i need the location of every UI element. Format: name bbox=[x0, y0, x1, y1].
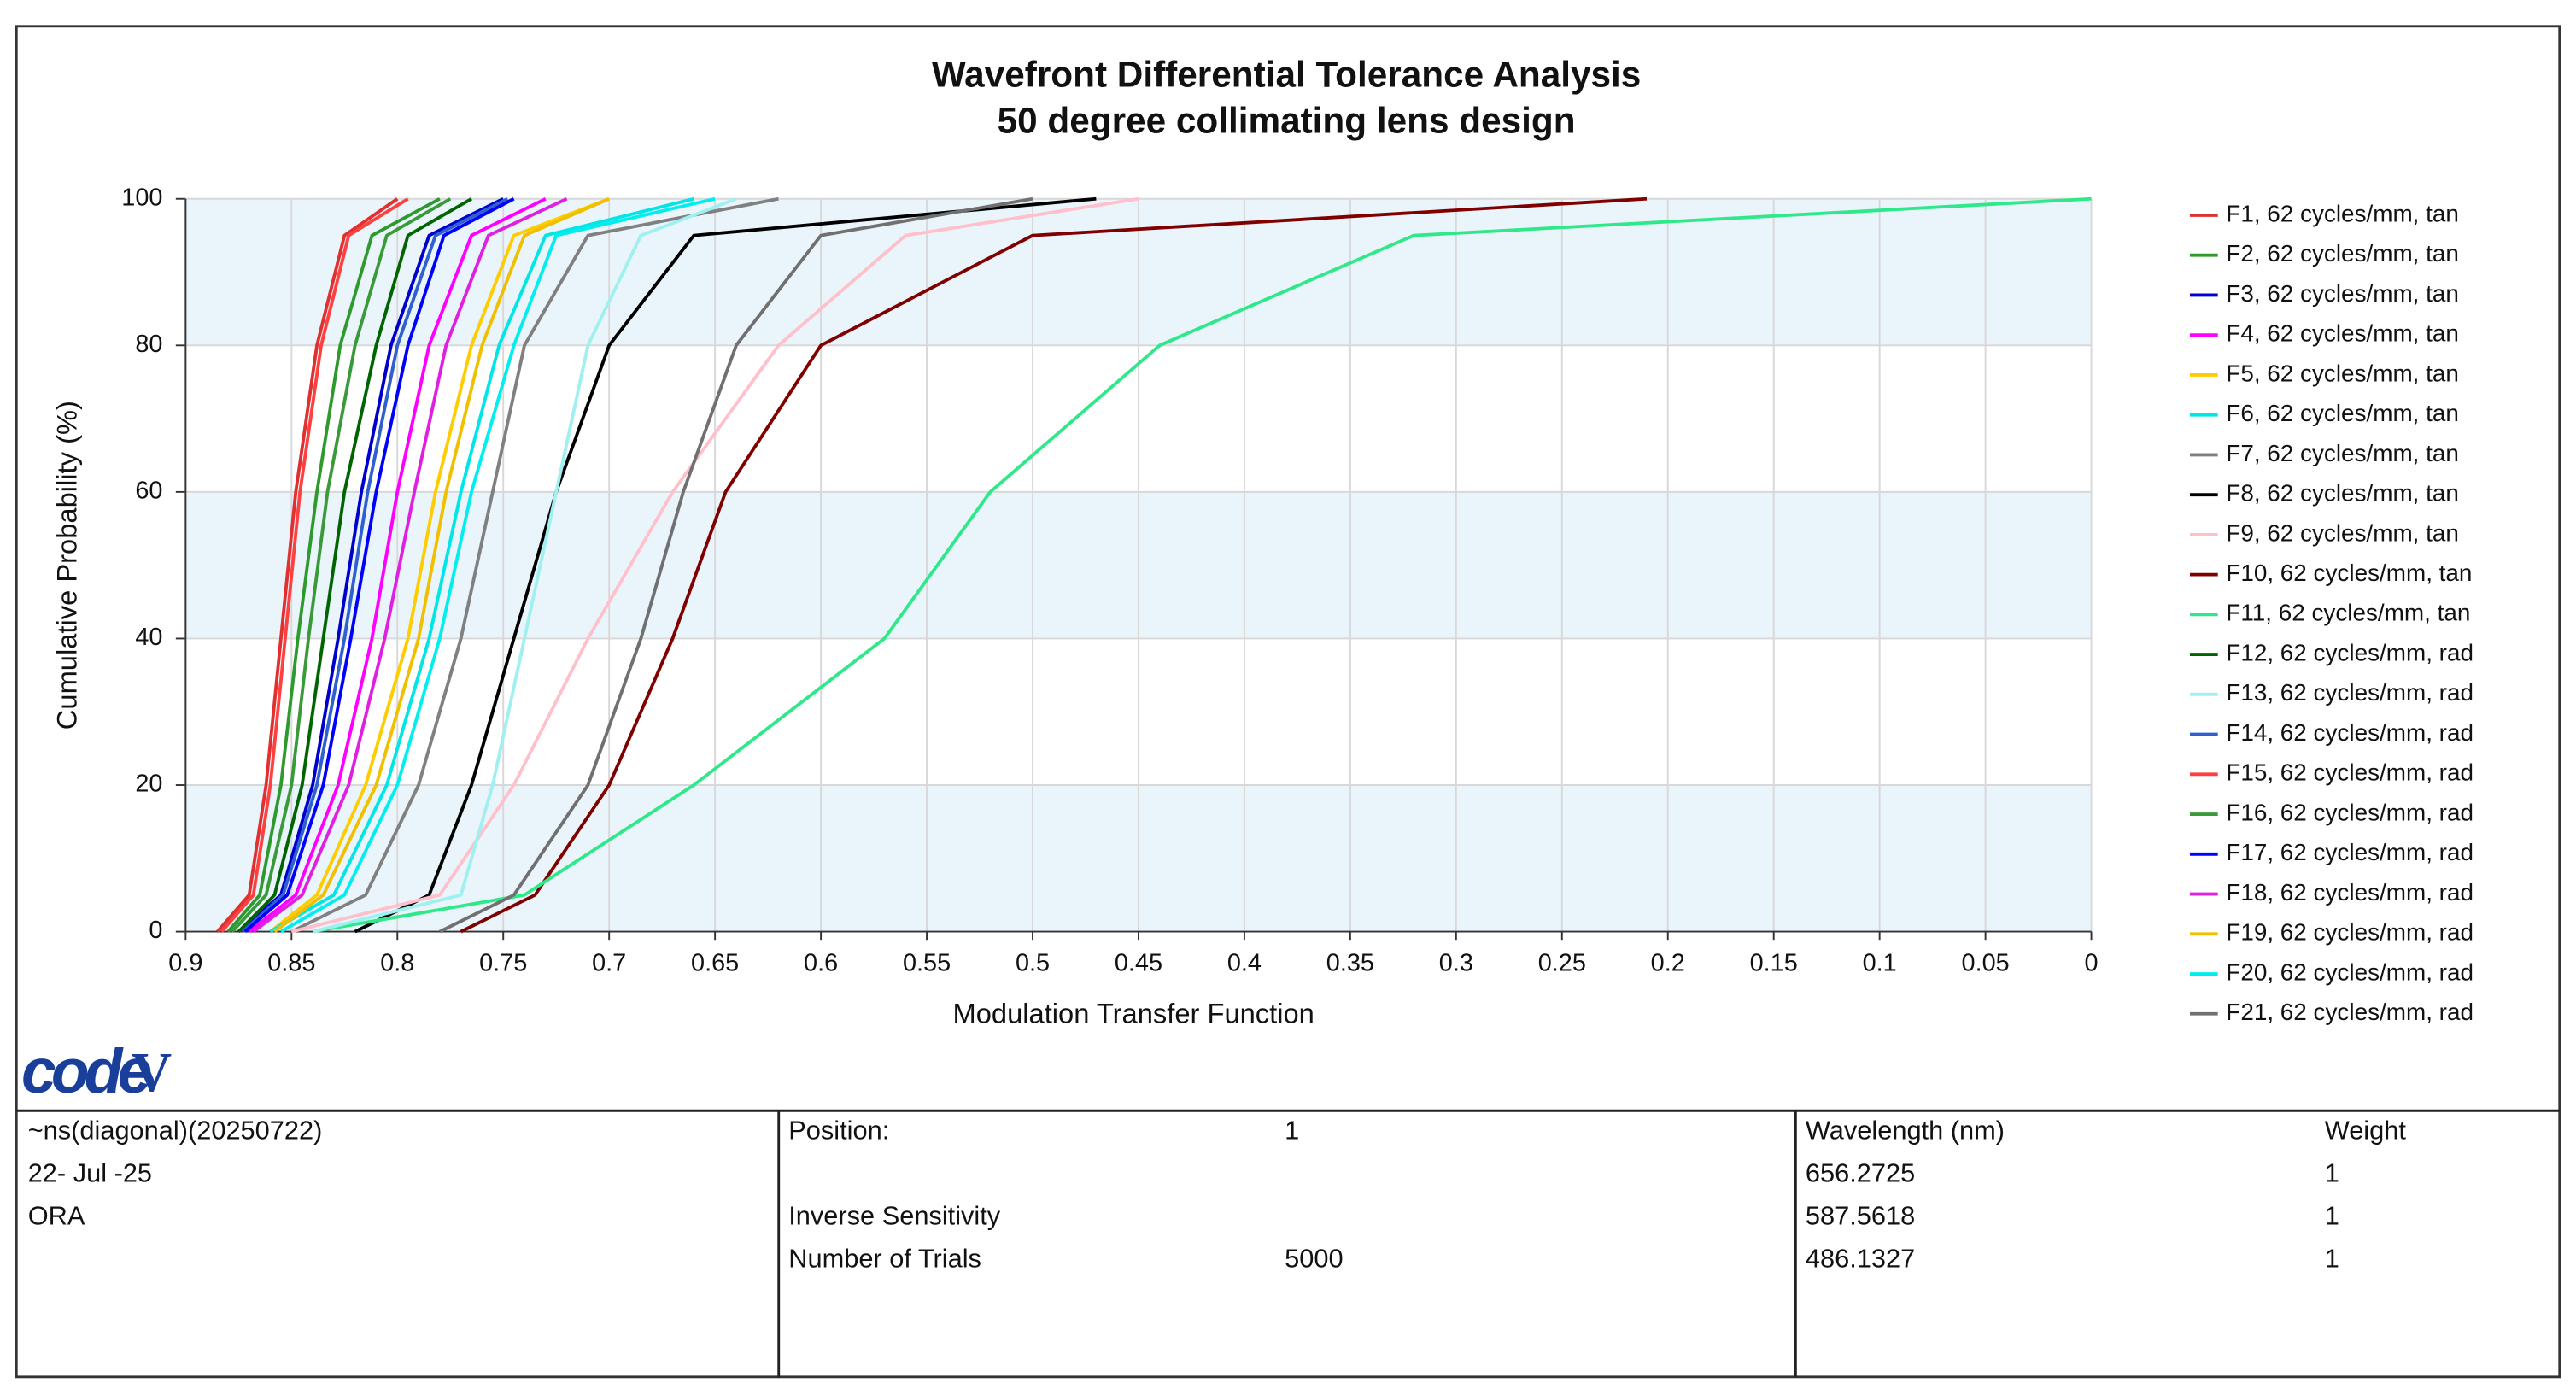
series-line bbox=[252, 196, 568, 934]
x-tick-label: 0.7 bbox=[592, 950, 626, 977]
series-line bbox=[312, 196, 2092, 934]
footer-table bbox=[16, 1109, 2560, 1377]
footer-text: Number of Trials bbox=[788, 1243, 981, 1273]
legend-label: F7, 62 cycles/mm, tan bbox=[2226, 440, 2459, 466]
x-tick-label: 0.65 bbox=[691, 950, 739, 977]
legend-label: F19, 62 cycles/mm, rad bbox=[2226, 919, 2474, 946]
logo: code V bbox=[21, 1037, 172, 1106]
series-line bbox=[269, 196, 694, 934]
legend-label: F21, 62 cycles/mm, rad bbox=[2226, 999, 2474, 1025]
series-line bbox=[237, 197, 505, 934]
y-tick-label: 100 bbox=[121, 184, 162, 211]
series-line bbox=[241, 197, 509, 934]
legend: F1, 62 cycles/mm, tan F2, 62 cycles/mm, t… bbox=[2189, 200, 2474, 1025]
legend-label: F15, 62 cycles/mm, rad bbox=[2226, 759, 2474, 786]
series-line bbox=[273, 196, 610, 934]
legend-label: F14, 62 cycles/mm, rad bbox=[2226, 719, 2474, 746]
legend-label: F6, 62 cycles/mm, tan bbox=[2226, 400, 2459, 426]
series-line bbox=[354, 196, 1097, 934]
footer-text: Inverse Sensitivity bbox=[788, 1200, 1001, 1230]
x-tick-label: 0.3 bbox=[1439, 950, 1473, 977]
series-line bbox=[290, 196, 1139, 934]
y-tick-label: 0 bbox=[149, 917, 162, 944]
series-line bbox=[460, 196, 1648, 934]
series-line bbox=[312, 196, 737, 934]
footer-text: 1 bbox=[2325, 1243, 2339, 1273]
legend-label: F12, 62 cycles/mm, rad bbox=[2226, 639, 2474, 665]
series-line bbox=[216, 197, 399, 933]
footer-text: 5000 bbox=[1285, 1243, 1343, 1273]
x-tick-label: 0.8 bbox=[380, 950, 414, 977]
y-tick-label: 80 bbox=[135, 331, 162, 358]
legend-label: F16, 62 cycles/mm, rad bbox=[2226, 799, 2474, 825]
legend-label: F10, 62 cycles/mm, tan bbox=[2226, 560, 2472, 586]
x-tick-label: 0.45 bbox=[1115, 950, 1162, 977]
y-tick-label: 60 bbox=[135, 478, 162, 505]
legend-label: F5, 62 cycles/mm, tan bbox=[2226, 360, 2459, 386]
footer-text: 1 bbox=[2325, 1200, 2339, 1230]
footer-text: 22- Jul -25 bbox=[28, 1158, 152, 1187]
legend-label: F3, 62 cycles/mm, tan bbox=[2226, 280, 2459, 307]
series-line bbox=[220, 197, 409, 933]
x-tick-label: 0.5 bbox=[1016, 950, 1050, 977]
series-line bbox=[231, 197, 452, 933]
legend-label: F17, 62 cycles/mm, rad bbox=[2226, 839, 2474, 865]
chart-title: Wavefront Differential Tolerance Analysi… bbox=[932, 55, 1642, 95]
footer-text: 1 bbox=[1285, 1115, 1299, 1145]
y-tick-label: 40 bbox=[135, 624, 162, 651]
footer-text: Position: bbox=[788, 1115, 889, 1145]
x-tick-label: 0.35 bbox=[1326, 950, 1374, 977]
series-line bbox=[269, 196, 610, 934]
x-tick-label: 0.9 bbox=[168, 950, 202, 977]
x-tick-label: 0.05 bbox=[1962, 950, 2010, 977]
legend-label: F18, 62 cycles/mm, rad bbox=[2226, 879, 2474, 906]
x-tick-label: 0.75 bbox=[479, 950, 527, 977]
legend-label: F11, 62 cycles/mm, tan bbox=[2226, 600, 2470, 626]
plot-area: 0 20 40 60 80 100 0.9 0.85 0.8 0.75 0.7 0.65 0.6 0.55… bbox=[121, 184, 2098, 976]
legend-label: F2, 62 cycles/mm, tan bbox=[2226, 240, 2459, 267]
chart-subtitle: 50 degree collimating lens design bbox=[998, 100, 1576, 140]
series-line bbox=[243, 197, 515, 934]
legend-label: F9, 62 cycles/mm, tan bbox=[2226, 519, 2459, 546]
logo-text: code bbox=[21, 1037, 151, 1106]
series-line bbox=[226, 197, 441, 933]
x-tick-label: 0.15 bbox=[1750, 950, 1798, 977]
x-tick-label: 0 bbox=[2085, 950, 2099, 977]
footer-text: 486.1327 bbox=[1806, 1243, 1915, 1273]
footer-text: ~ns(diagonal)(20250722) bbox=[28, 1115, 323, 1145]
x-tick-label: 0.4 bbox=[1227, 950, 1262, 977]
y-tick-label: 20 bbox=[135, 771, 162, 798]
legend-label: F8, 62 cycles/mm, tan bbox=[2226, 480, 2459, 507]
legend-label: F20, 62 cycles/mm, rad bbox=[2226, 958, 2474, 985]
legend-label: F4, 62 cycles/mm, tan bbox=[2226, 320, 2459, 347]
footer-text: 656.2725 bbox=[1806, 1158, 1915, 1187]
legend-label: F13, 62 cycles/mm, rad bbox=[2226, 679, 2474, 706]
legend-label: F1, 62 cycles/mm, tan bbox=[2226, 200, 2459, 226]
footer-text: 1 bbox=[2325, 1158, 2339, 1187]
x-tick-label: 0.6 bbox=[804, 950, 838, 977]
x-axis-label: Modulation Transfer Function bbox=[953, 997, 1314, 1029]
footer-text: Weight bbox=[2325, 1115, 2407, 1145]
logo-v: V bbox=[132, 1042, 172, 1104]
series-line bbox=[279, 196, 716, 934]
series-line bbox=[237, 197, 472, 933]
series-line bbox=[248, 197, 547, 934]
footer-text: Wavelength (nm) bbox=[1806, 1115, 2005, 1145]
series-line bbox=[439, 196, 1033, 934]
series-line bbox=[290, 196, 779, 934]
x-tick-label: 0.85 bbox=[267, 950, 315, 977]
x-tick-label: 0.2 bbox=[1651, 950, 1685, 977]
x-tick-label: 0.1 bbox=[1863, 950, 1897, 977]
footer-text: ORA bbox=[28, 1200, 85, 1230]
y-axis-label: Cumulative Probability (%) bbox=[50, 401, 82, 730]
footer-text: 587.5618 bbox=[1806, 1200, 1915, 1230]
x-tick-label: 0.55 bbox=[903, 950, 951, 977]
x-tick-label: 0.25 bbox=[1538, 950, 1586, 977]
